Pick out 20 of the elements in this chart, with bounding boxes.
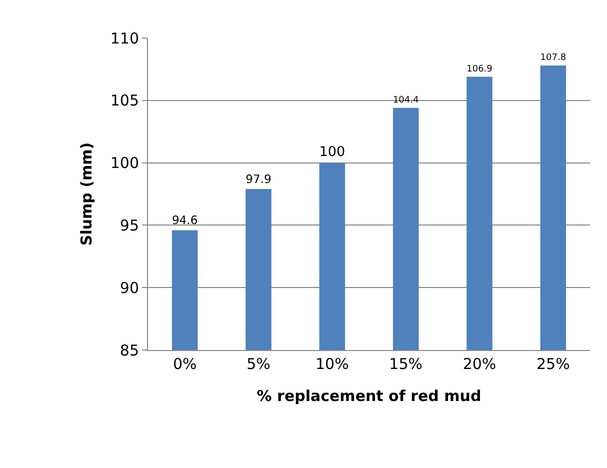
data-label: 106.9 <box>466 64 493 74</box>
data-label: 94.6 <box>172 213 198 228</box>
x-tick-label: 10% <box>316 355 349 373</box>
data-label: 97.9 <box>246 172 272 186</box>
x-tick-label: 0% <box>172 355 197 373</box>
x-tick-label: 15% <box>389 355 422 373</box>
y-tick-label: 100 <box>110 154 139 172</box>
y-tick-label: 105 <box>110 92 139 110</box>
x-tick-label: 5% <box>246 355 270 373</box>
x-tick-label: 20% <box>462 355 496 373</box>
data-label: 100 <box>319 144 346 160</box>
data-label: 107.8 <box>540 53 566 64</box>
y-axis-title: Slump (mm) <box>78 142 96 246</box>
data-label: 104.4 <box>392 95 419 106</box>
y-tick-label: 110 <box>110 29 139 48</box>
y-tick-label: 90 <box>120 278 139 297</box>
y-tick-label: 85 <box>120 341 139 360</box>
x-tick-label: 25% <box>536 355 570 373</box>
x-axis-title: % replacement of red mud <box>256 387 482 405</box>
y-tick-label: 95 <box>120 216 139 234</box>
